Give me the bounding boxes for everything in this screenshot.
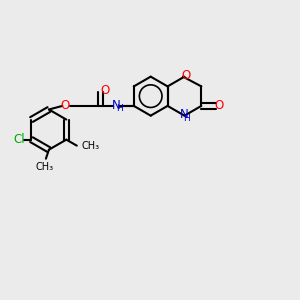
Text: Cl: Cl: [14, 133, 25, 146]
Text: O: O: [100, 84, 109, 98]
Text: O: O: [60, 99, 69, 112]
Text: O: O: [181, 69, 190, 82]
Text: H: H: [116, 104, 122, 113]
Text: CH₃: CH₃: [35, 162, 53, 172]
Text: N: N: [112, 99, 121, 112]
Text: H: H: [184, 114, 190, 123]
Text: CH₃: CH₃: [82, 141, 100, 151]
Text: N: N: [179, 108, 188, 121]
Text: O: O: [214, 99, 224, 112]
